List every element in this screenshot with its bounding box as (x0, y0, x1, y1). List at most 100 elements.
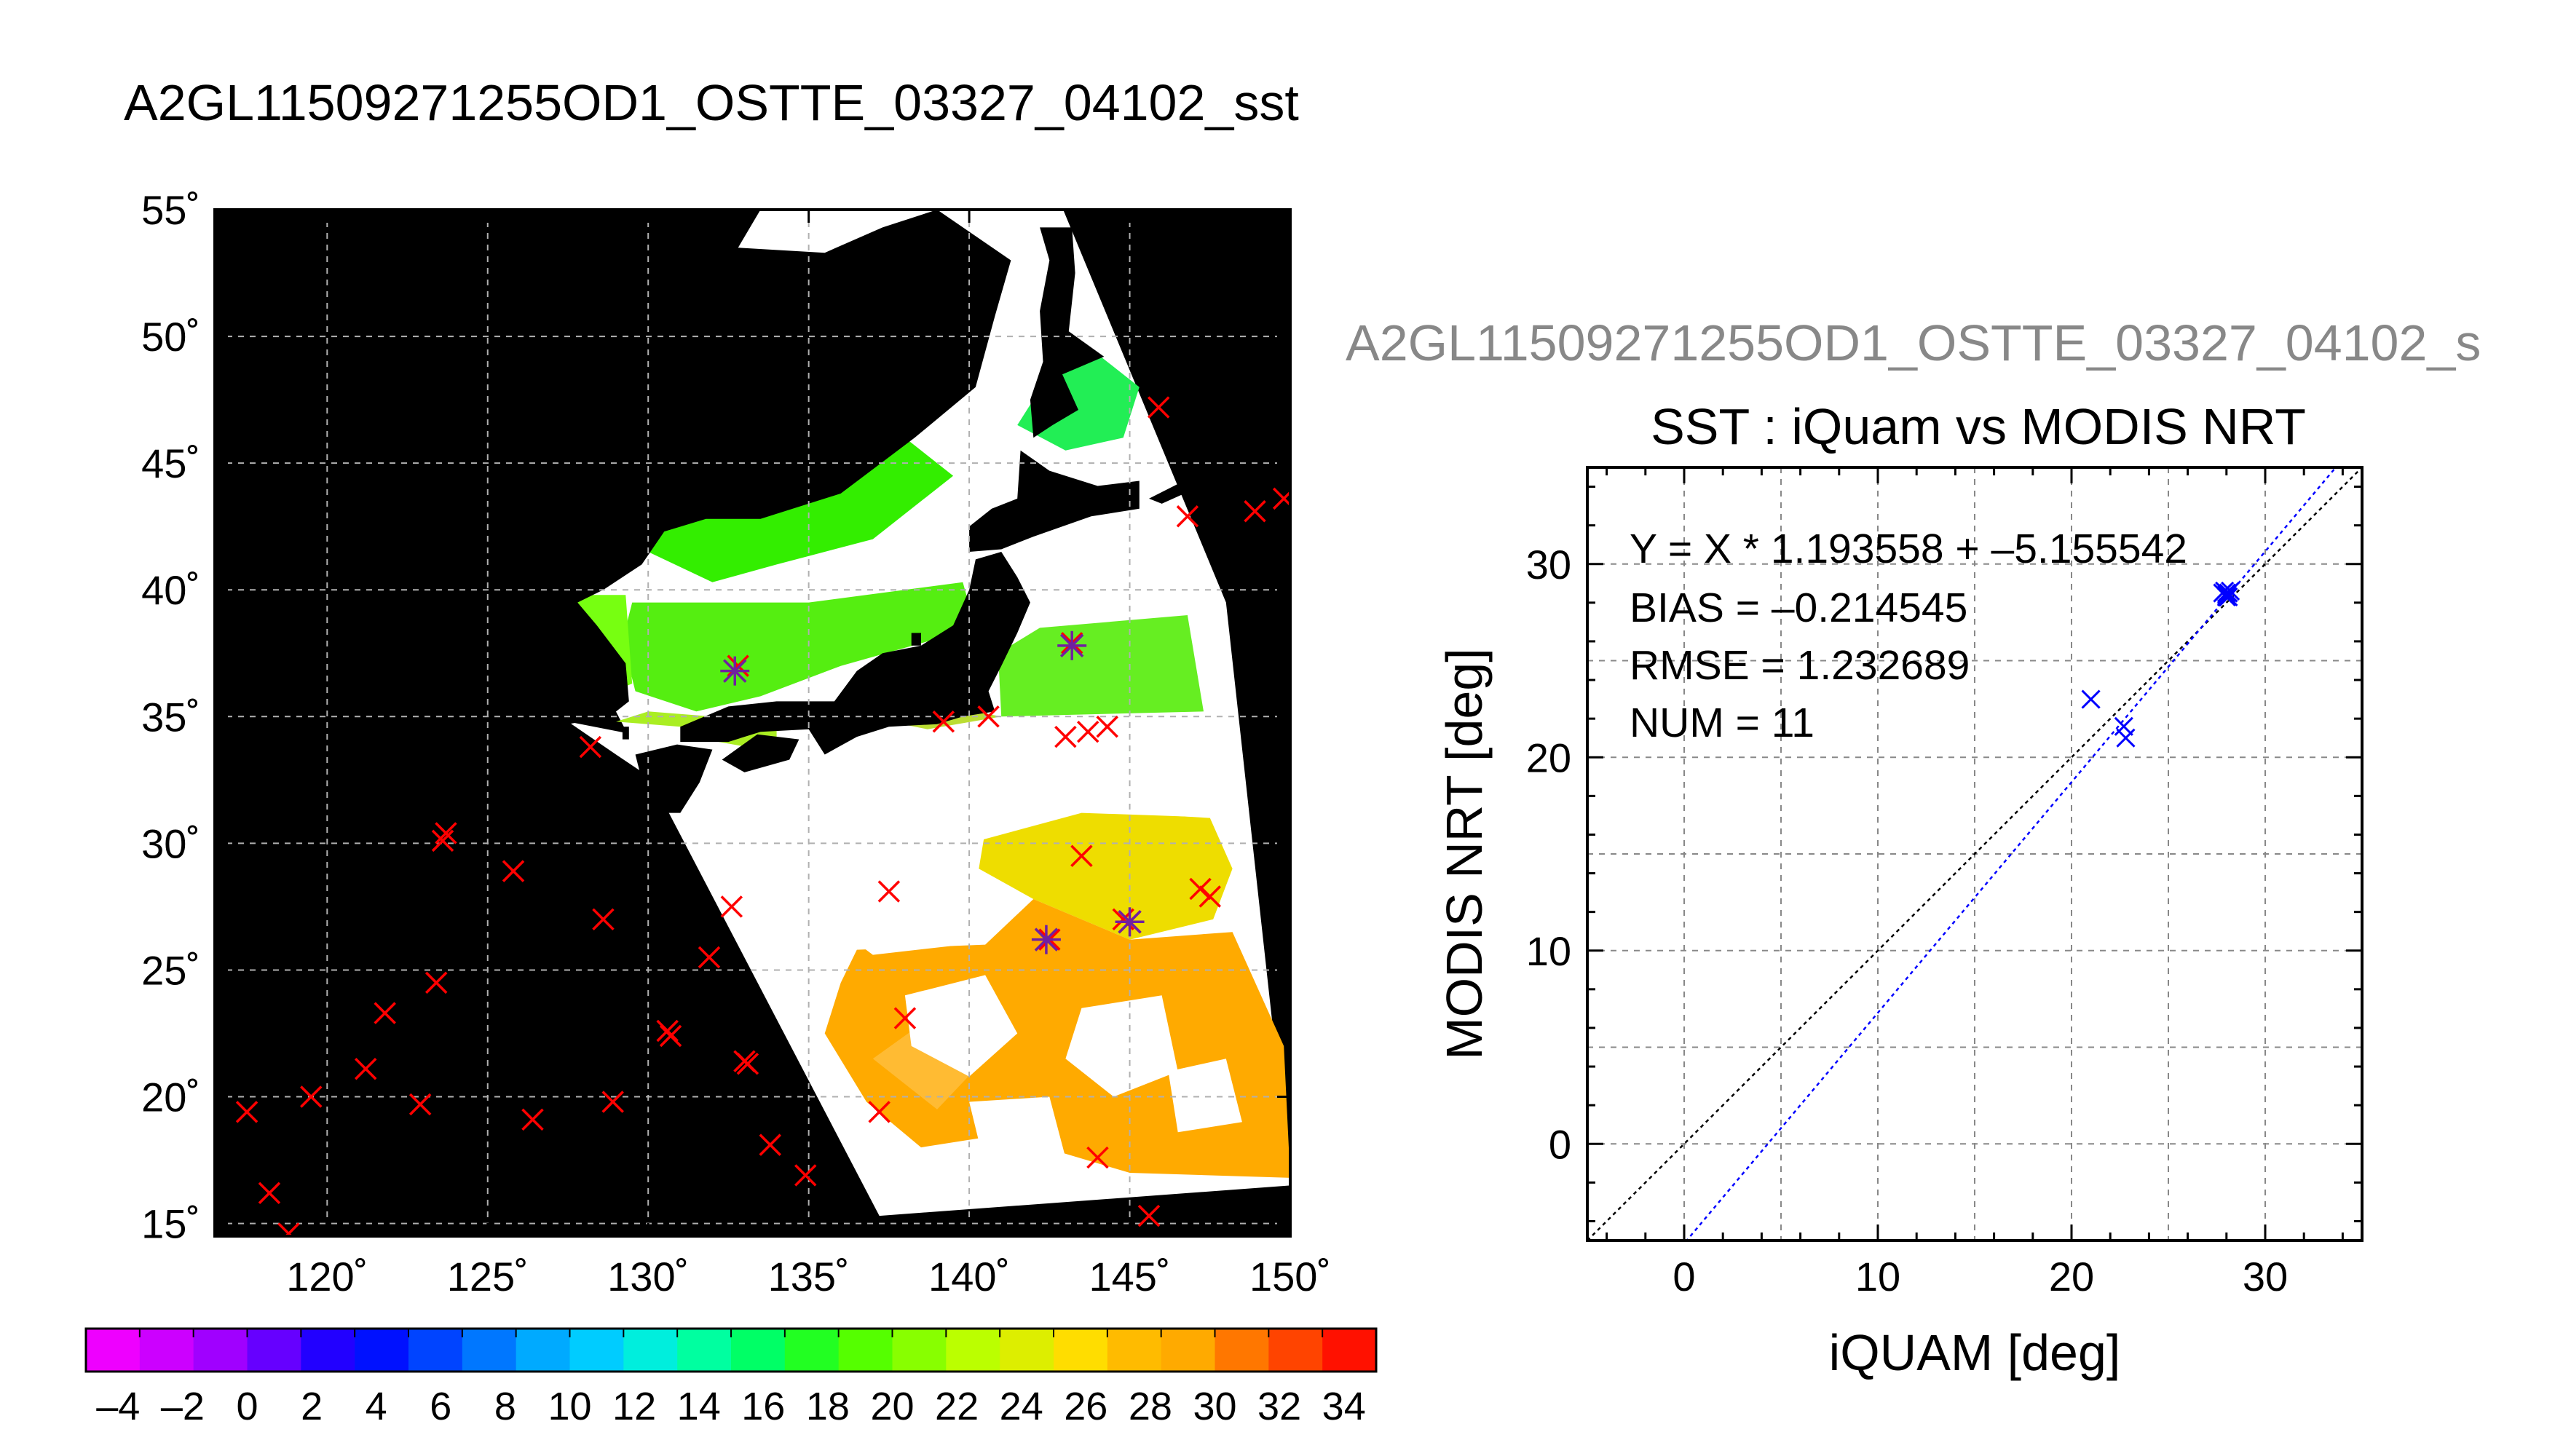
sst-region-8 (824, 899, 1290, 1178)
matchup-x-marker (656, 1019, 679, 1042)
scatter-point (2216, 583, 2236, 603)
land-sakhalin (1030, 227, 1105, 438)
matchup-x-marker (277, 1222, 300, 1236)
scatter-point (2081, 689, 2101, 709)
colorbar-segment (623, 1329, 678, 1372)
land-jeju (526, 754, 549, 762)
lon-tick-label: 140˚ (928, 1254, 1010, 1299)
matchup-x-marker (579, 735, 602, 759)
colorbar-tick-label: 28 (1129, 1385, 1172, 1428)
matchup-x-marker (877, 880, 901, 903)
colorbar-tick-label: 10 (548, 1385, 591, 1428)
lat-tick-label: 15˚ (141, 1201, 200, 1247)
scatter-point (2213, 583, 2232, 603)
scatter-subtitle: A2GL11509271255OD1_OSTTE_03327_04102_s (1346, 314, 2481, 371)
colorbar-segment (569, 1329, 624, 1372)
matchup-x-marker (1198, 885, 1222, 908)
land-masses (215, 210, 1249, 1236)
scatter-y-axis-label: MODIS NRT [deg] (1436, 648, 1493, 1059)
scatter-annotations: Y = X * 1.193558 + –5.155542 BIAS = –0.21… (1630, 526, 2187, 746)
colorbar-segment (946, 1329, 1000, 1372)
scatter-panel: SST : iQuam vs MODIS NRT 0 10 20 30 0 10 20 30… (1436, 398, 2364, 1381)
land-hokkaido (969, 450, 1140, 552)
cloud-patch-2 (904, 975, 1018, 1077)
colorbar-segment (1000, 1329, 1054, 1372)
colorbar-tick-label: 6 (430, 1385, 451, 1428)
colorbar-segment (1107, 1329, 1162, 1372)
colorbar-tick-label: 24 (1000, 1385, 1043, 1428)
colorbar-segment (139, 1329, 194, 1372)
scatter-y-tick-label: 20 (1526, 735, 1571, 780)
matchup-x-marker (424, 971, 448, 994)
scatter-point (2116, 728, 2136, 748)
scatter-gridlines (1587, 467, 2362, 1241)
matchup-x-marker (759, 1133, 781, 1156)
colorbar-segment (193, 1329, 248, 1372)
matchup-x-marker (435, 822, 457, 844)
colorbar-segment (1054, 1329, 1108, 1372)
map-axis-ticks (215, 208, 1292, 1236)
matchup-x-marker (1137, 1204, 1161, 1227)
matchup-x-marker (720, 895, 743, 918)
cloud-patch-3 (1065, 995, 1178, 1097)
lon-tick-label: 120˚ (286, 1254, 368, 1299)
matchup-x-marker (1189, 877, 1212, 901)
colorbar-tick-label: 4 (366, 1385, 387, 1428)
colorbar-segments (86, 1329, 1377, 1372)
cloud-patch-4 (969, 1096, 1066, 1168)
land-taiwan (330, 962, 392, 1049)
matchup-x-marker (1086, 1146, 1109, 1169)
map-gridlines (215, 210, 1290, 1236)
cloud-patch-5 (1168, 1059, 1242, 1133)
latitude-tick-labels: 15˚ 20˚ 25˚ 30˚ 35˚ 40˚ 45˚ 50˚ 55˚ (141, 187, 200, 1247)
colorbar-segment (892, 1329, 947, 1372)
scatter-point (2114, 716, 2133, 736)
colorbar-tick-label: 22 (935, 1385, 979, 1428)
matchup-x-marker (893, 1007, 917, 1029)
colorbar-segment (1215, 1329, 1269, 1372)
scatter-y-tick-labels: 0 10 20 30 (1526, 542, 1571, 1168)
lon-tick-label: 135˚ (768, 1254, 850, 1299)
land-tsushima (622, 727, 629, 740)
matchup-x-marker (698, 946, 721, 969)
land-shikoku (722, 734, 799, 772)
matchup-x-marker (502, 860, 525, 882)
lat-tick-label: 50˚ (141, 314, 200, 360)
map-frame (213, 208, 1292, 1238)
colorbar-tick-labels: –4 –2 0 2 4 6 8 10 12 14 16 18 20 22 24 26 28 30 32 34 (96, 1385, 1365, 1428)
colorbar-segment (838, 1329, 893, 1372)
colorbar-tick-label: 12 (612, 1385, 656, 1428)
matchup-x-marker (1070, 844, 1093, 868)
matchup-x-marker (1054, 725, 1077, 748)
lon-tick-label: 145˚ (1089, 1254, 1171, 1299)
sst-region-2 (998, 615, 1204, 717)
scatter-y-tick-label: 30 (1526, 542, 1571, 587)
matchup-x-marker (408, 1093, 432, 1116)
colorbar-segment (677, 1329, 732, 1372)
colorbar-segment (1268, 1329, 1323, 1372)
matchup-x-marker (977, 705, 1000, 728)
scatter-axis-ticks (1587, 467, 2362, 1241)
land-honshu (680, 552, 1030, 755)
colorbar-tick-label: –4 (96, 1385, 140, 1428)
matchup-x-marker (794, 1164, 817, 1187)
lat-tick-label: 25˚ (141, 947, 200, 993)
lat-tick-label: 40˚ (141, 567, 200, 613)
colorbar-tick-label: 30 (1193, 1385, 1236, 1428)
colorbar-segment (301, 1329, 355, 1372)
matchup-x-marker (300, 1085, 323, 1108)
colorbar-tick-label: –2 (161, 1385, 205, 1428)
matchup-star-marker (1115, 907, 1145, 937)
matchup-x-marker (932, 711, 955, 733)
matchup-x-marker (235, 1101, 258, 1123)
colorbar-segment (462, 1329, 517, 1372)
colorbar-segment (1161, 1329, 1215, 1372)
scatter-x-axis-label: iQUAM [deg] (1829, 1324, 2121, 1381)
land-asia-mainland (215, 210, 1011, 1236)
lat-tick-label: 20˚ (141, 1075, 200, 1120)
matchup-x-marker (727, 654, 749, 677)
matchup-x-marker (1272, 487, 1290, 510)
matchup-x-marker (868, 1101, 891, 1123)
scatter-annotation-1: BIAS = –0.214545 (1630, 585, 1967, 631)
matchup-x-marker (736, 1053, 759, 1075)
